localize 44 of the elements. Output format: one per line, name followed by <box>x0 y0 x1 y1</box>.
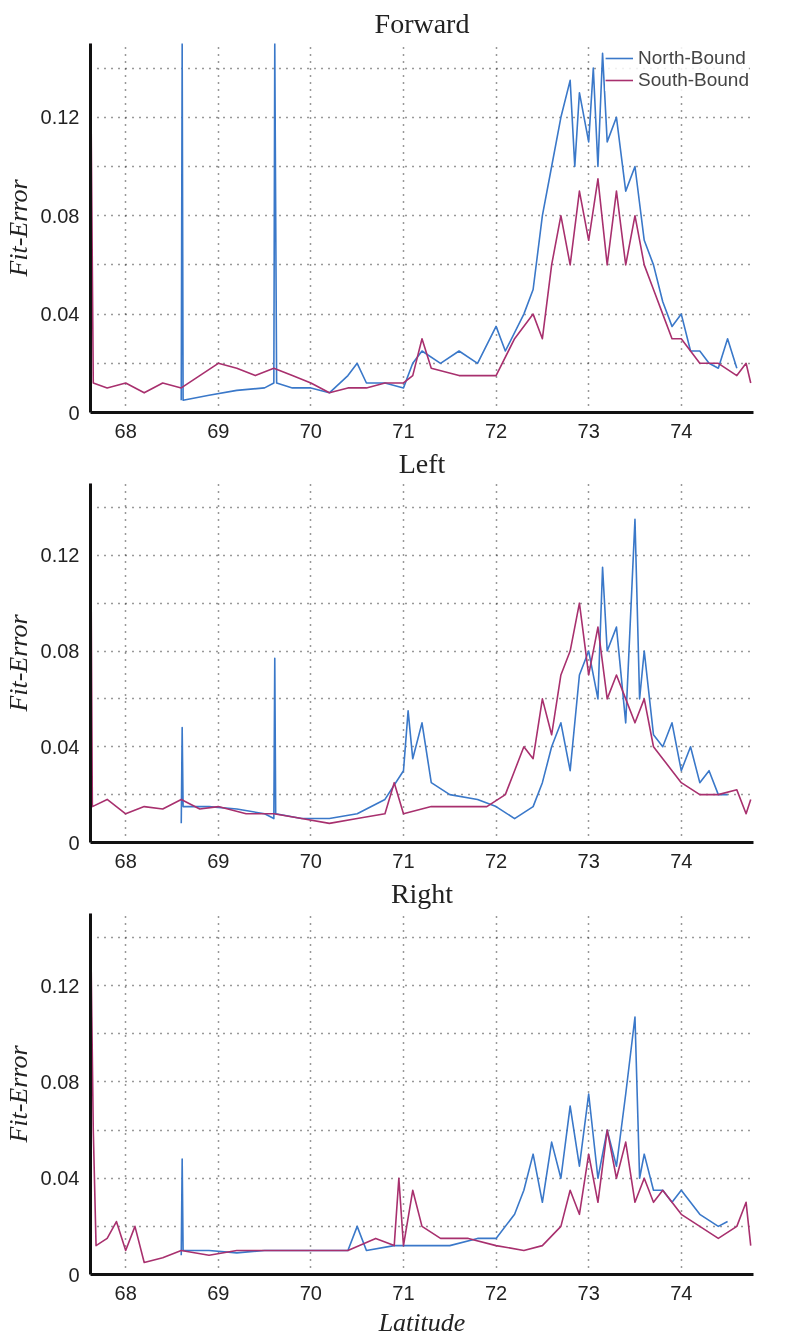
line-series <box>180 518 729 825</box>
x-tick-label: 72 <box>484 419 508 442</box>
x-tick-label: 74 <box>670 1281 693 1304</box>
x-tick-label: 68 <box>114 849 137 872</box>
legend-label: South-Bound <box>638 69 749 91</box>
x-tick-label: 73 <box>577 419 600 442</box>
x-tick-label: 70 <box>299 419 323 442</box>
y-tick-label: 0 <box>68 401 80 424</box>
y-tick-label: 0.12 <box>40 974 80 997</box>
x-tick-label: 69 <box>207 419 230 442</box>
y-axis-title: Fit-Error <box>3 178 33 278</box>
x-tick-label: 68 <box>114 1281 137 1304</box>
chart-title: Left <box>398 447 446 479</box>
x-tick-label: 69 <box>207 849 230 872</box>
y-tick-label: 0 <box>68 831 80 854</box>
x-tick-label: 71 <box>392 849 415 872</box>
y-tick-label: 0.04 <box>40 303 80 326</box>
x-tick-label: 69 <box>207 1281 230 1304</box>
x-tick-label: 70 <box>299 849 323 872</box>
x-tick-label: 70 <box>299 1281 323 1304</box>
x-tick-label: 73 <box>577 849 600 872</box>
x-tick-label: 71 <box>392 1281 415 1304</box>
y-tick-label: 0.12 <box>40 544 80 567</box>
x-tick-label: 68 <box>114 419 137 442</box>
y-tick-label: 0.08 <box>40 640 80 663</box>
x-tick-label: 71 <box>392 419 415 442</box>
y-tick-label: 0.08 <box>40 1070 80 1093</box>
y-tick-label: 0.12 <box>40 106 80 129</box>
y-tick-label: 0.08 <box>40 204 80 227</box>
x-tick-label: 74 <box>670 419 693 442</box>
chart-title: Forward <box>374 7 470 39</box>
y-tick-label: 0.04 <box>40 1167 80 1190</box>
legend-label: North-Bound <box>638 47 746 69</box>
x-tick-label: 72 <box>484 849 508 872</box>
x-tick-label: 72 <box>484 1281 508 1304</box>
x-axis-title: Latitude <box>377 1307 466 1337</box>
y-tick-label: 0.04 <box>40 735 80 758</box>
y-tick-label: 0 <box>68 1263 80 1286</box>
x-tick-label: 73 <box>577 1281 600 1304</box>
line-series <box>180 1016 729 1257</box>
y-axis-title: Fit-Error <box>3 613 33 713</box>
y-axis-title: Fit-Error <box>3 1044 33 1144</box>
x-tick-label: 74 <box>670 849 693 872</box>
chart-title: Right <box>390 877 454 909</box>
